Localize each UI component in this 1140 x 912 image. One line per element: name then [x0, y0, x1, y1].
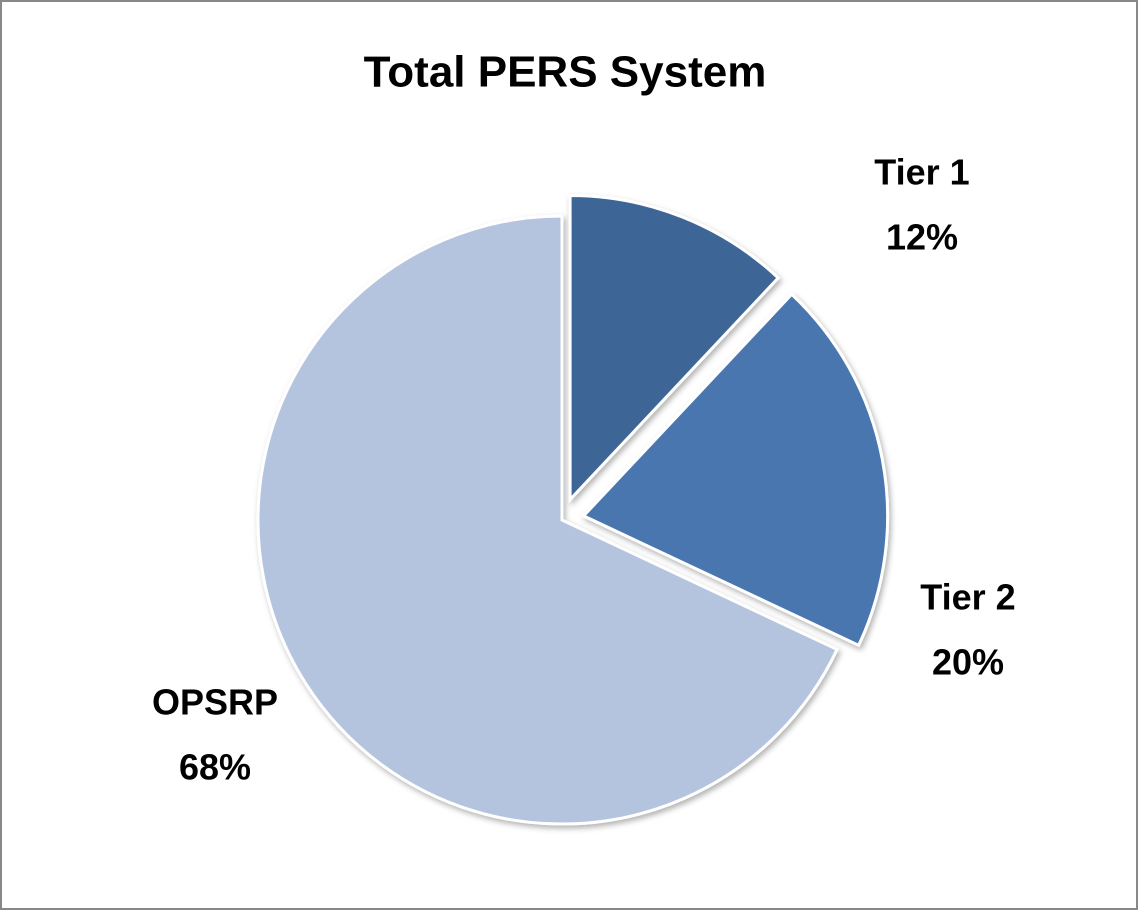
slice-value-label: 12% [886, 217, 958, 258]
slice-value-label: 20% [932, 642, 1004, 683]
slice-label: Tier 2 [920, 577, 1015, 618]
chart-title: Total PERS System [364, 48, 767, 97]
pie-slice [568, 194, 781, 504]
pie-slice [256, 214, 840, 826]
slice-value-label: 68% [179, 747, 251, 788]
slice-label: Tier 1 [874, 152, 969, 193]
pie [256, 194, 890, 826]
slice-label: OPSRP [152, 682, 278, 723]
pie-slice [581, 292, 890, 648]
